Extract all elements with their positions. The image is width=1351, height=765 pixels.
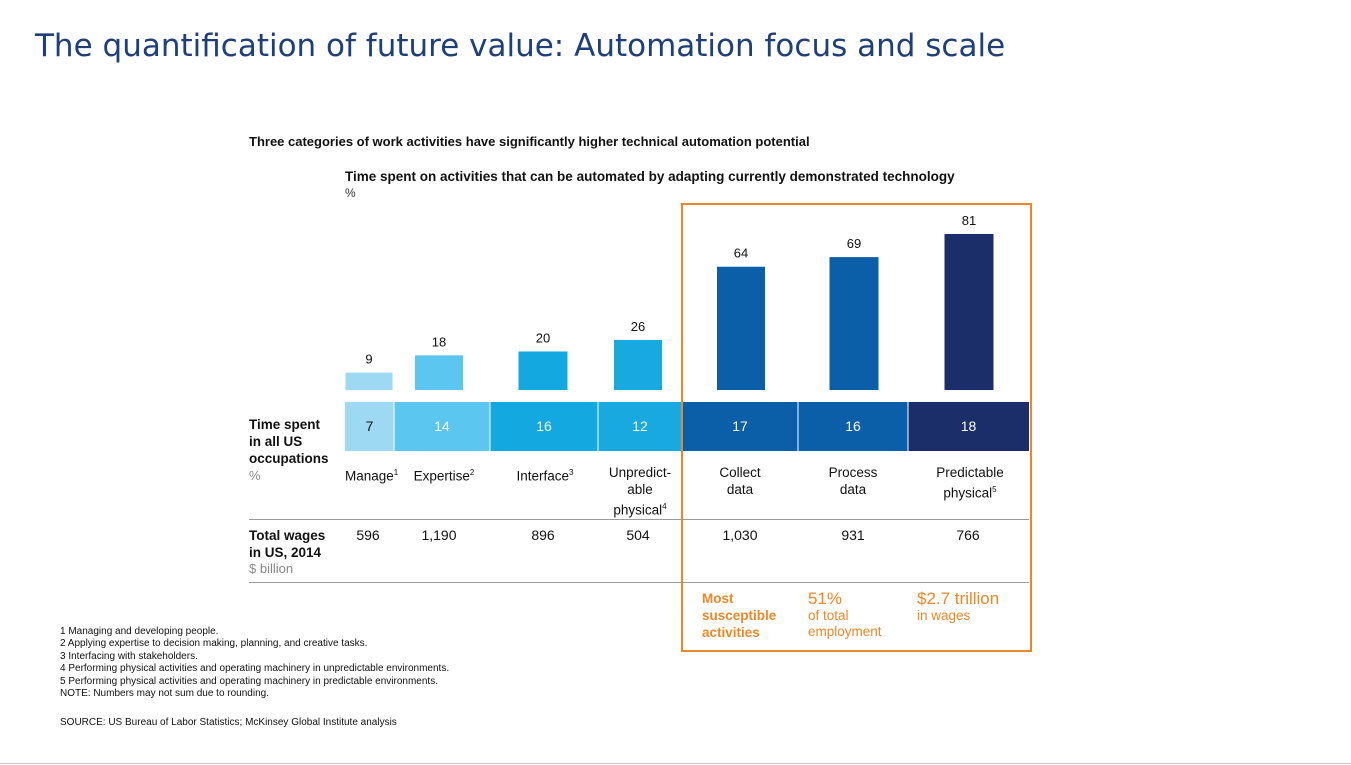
category-label-collect-data: Collect data	[700, 464, 780, 498]
wage-value: 596	[356, 527, 380, 543]
category-label-line: Expertise	[413, 468, 470, 484]
bar-expertise	[415, 355, 463, 390]
occupation-share-value: 16	[536, 418, 552, 434]
occupation-share-value: 18	[961, 418, 977, 434]
footnote: NOTE: Numbers may not sum due to roundin…	[60, 688, 269, 700]
highlight-label-line: activities	[702, 625, 760, 640]
category-label-line: physical	[613, 502, 663, 518]
chart-headline: Three categories of work activities have…	[249, 134, 810, 149]
divider-line	[249, 519, 1029, 520]
occupation-share-label-line: in all US	[249, 434, 303, 449]
bar-value-label: 64	[734, 246, 748, 261]
category-label-manage: Manage1	[345, 464, 405, 485]
bar-unpredictable-physical	[614, 339, 662, 390]
occupation-share-label: Time spent in all US occupations	[249, 416, 329, 467]
footnote-marker: 3	[569, 468, 574, 477]
wages-label-line: Total wages	[249, 528, 326, 543]
category-label-line: data	[839, 482, 867, 497]
footnote-marker: 1	[393, 468, 399, 477]
highlight-box	[681, 203, 1032, 652]
highlight-label-line: susceptible	[702, 608, 777, 623]
category-label-expertise: Expertise2	[409, 464, 479, 485]
category-label-line: Manage	[345, 468, 394, 484]
footnote: 1 Managing and developing people.	[60, 626, 219, 637]
category-label-interface: Interface3	[507, 464, 583, 485]
footnote-marker: 2	[469, 468, 475, 477]
occupation-share-cell	[394, 402, 490, 451]
category-label-predictable-physical: Predictable physical5	[920, 464, 1020, 502]
employment-share-text: employment	[808, 624, 882, 639]
wage-value: 931	[841, 527, 865, 543]
bar-value-label: 69	[847, 236, 861, 251]
category-label-line: Predictable	[936, 465, 1004, 480]
highlight-label-line: Most	[702, 591, 734, 606]
bar-manage	[345, 372, 393, 390]
category-label-line: data	[726, 482, 754, 497]
wage-value: 1,030	[722, 527, 758, 543]
footnote-marker: 4	[662, 502, 667, 511]
employment-share-value: 51%	[808, 589, 843, 608]
wage-value: 1,190	[421, 527, 457, 543]
wage-value: 766	[956, 527, 980, 543]
slide-bottom-line	[0, 763, 1351, 764]
footnote: 5 Performing physical activities and ope…	[60, 675, 438, 687]
bar-value-label: 26	[631, 319, 645, 334]
occupation-share-label-line: occupations	[249, 451, 329, 466]
wages-total-text: in wages	[917, 608, 971, 623]
source-note: SOURCE: US Bureau of Labor Statistics; M…	[60, 717, 397, 728]
footnote-marker: 5	[992, 485, 997, 494]
occupation-share-cell	[682, 402, 798, 451]
occupation-share-cell	[345, 402, 394, 451]
category-label-line: Collect	[719, 465, 761, 480]
occupation-share-value: 17	[732, 418, 748, 434]
category-label-line: physical	[943, 485, 993, 501]
bar-process-data	[829, 257, 879, 390]
employment-share-text: of total	[808, 608, 849, 623]
bar-predictable-physical	[944, 234, 994, 390]
footnote: 3 Interfacing with stakeholders.	[60, 650, 198, 662]
category-label-line: able	[627, 482, 653, 497]
footnotes: 1 Managing and developing people. 2 Appl…	[60, 626, 449, 700]
category-label-process-data: Process data	[813, 464, 893, 498]
category-label-unpredictable-physical: Unpredict- able physical4	[600, 464, 680, 519]
occupation-share-label-line: Time spent	[249, 417, 321, 432]
occupation-share-value: 12	[632, 418, 648, 434]
highlight-label: Most susceptible activities	[702, 590, 776, 641]
occupation-share-cell	[490, 402, 598, 451]
bar-collect-data	[717, 266, 765, 390]
bar-value-label: 81	[962, 213, 976, 228]
chart-unit: %	[345, 186, 356, 200]
employment-share: 51% of total employment	[808, 590, 882, 640]
bar-interface	[518, 351, 568, 390]
divider-line	[249, 582, 1029, 583]
category-label-line: Unpredict-	[608, 465, 672, 480]
occupation-share-cell	[908, 402, 1029, 451]
occupation-share-value: 7	[366, 418, 374, 434]
wages-label: Total wages in US, 2014	[249, 527, 325, 561]
bar-value-label: 18	[432, 334, 446, 349]
slide-title: The quantification of future value: Auto…	[35, 28, 1006, 64]
bar-value-label: 20	[536, 330, 550, 345]
wage-value: 896	[531, 527, 555, 543]
wages-label-line: in US, 2014	[249, 545, 322, 560]
wages-total-value: $2.7 trillion	[917, 589, 1000, 608]
occupation-share-unit: %	[249, 468, 261, 483]
wages-total: $2.7 trillion in wages	[917, 590, 999, 624]
wage-value: 504	[626, 527, 650, 543]
occupation-share-cell	[798, 402, 908, 451]
occupation-share-cell	[598, 402, 682, 451]
bar-value-label: 9	[365, 352, 372, 367]
category-label-line: Process	[828, 465, 878, 480]
footnote: 4 Performing physical activities and ope…	[60, 663, 450, 675]
wages-unit: $ billion	[249, 561, 294, 576]
footnote: 2 Applying expertise to decision making,…	[60, 638, 368, 650]
occupation-share-value: 14	[434, 418, 450, 434]
occupation-share-value: 16	[845, 418, 861, 434]
category-label-line: Interface	[516, 468, 570, 484]
chart-title: Time spent on activities that can be aut…	[345, 169, 955, 184]
